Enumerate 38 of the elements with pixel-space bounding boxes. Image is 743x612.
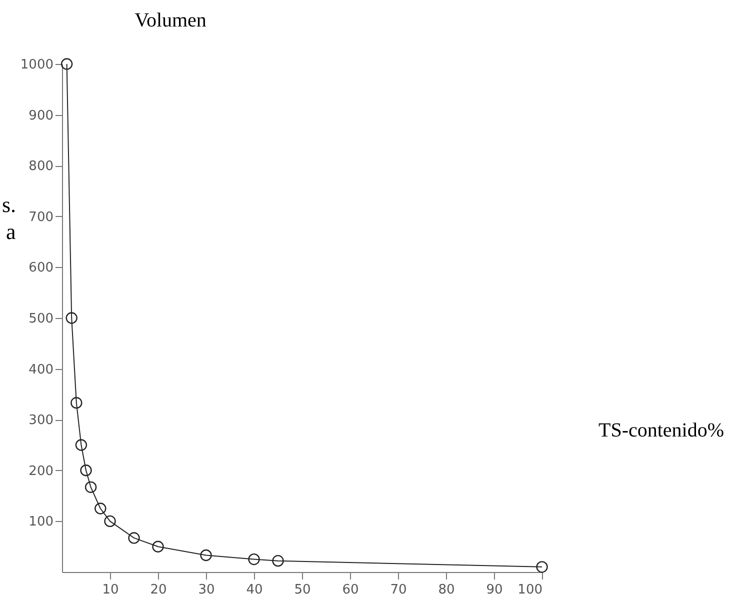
y-tick-label: 1000	[20, 58, 54, 72]
point	[152, 540, 164, 552]
y-tick-label: 800	[28, 159, 54, 174]
y-tick-label: 100	[28, 514, 54, 530]
x-tick-label: 90	[486, 582, 503, 598]
point	[128, 532, 140, 544]
x-tick-label: 70	[390, 582, 407, 598]
text: s.	[2, 192, 16, 218]
x-tick-label: 80	[438, 582, 455, 598]
point	[536, 561, 548, 573]
x-tick-label: 20	[150, 582, 167, 598]
point	[70, 397, 82, 409]
y-tick-label: 700	[28, 210, 54, 225]
point	[60, 58, 73, 70]
point	[80, 464, 92, 476]
text: a	[6, 219, 16, 245]
x-tick-label: 60	[342, 582, 359, 598]
x-tick-label: 30	[198, 582, 215, 598]
y-axis-title: Volumen	[134, 10, 206, 32]
x-axis-title: TS-contenido%	[598, 420, 724, 442]
point	[84, 481, 97, 493]
x-tick-label: 40	[246, 582, 263, 598]
x-tick-label: 50	[294, 582, 311, 598]
y-tick-label: 300	[28, 413, 54, 428]
point	[66, 312, 78, 324]
point	[94, 502, 106, 514]
point	[104, 515, 116, 528]
x-tick-label: 100	[518, 582, 542, 598]
x-tick-label: 10	[102, 582, 119, 598]
point	[75, 439, 88, 451]
y-tick-label: 500	[28, 312, 54, 326]
point	[272, 554, 284, 567]
point	[248, 553, 260, 566]
y-tick-label: 400	[28, 362, 54, 378]
y-tick-label: 200	[28, 464, 54, 479]
y-tick-label: 600	[28, 260, 54, 276]
point	[200, 549, 212, 562]
y-tick-label: 900	[28, 108, 54, 124]
